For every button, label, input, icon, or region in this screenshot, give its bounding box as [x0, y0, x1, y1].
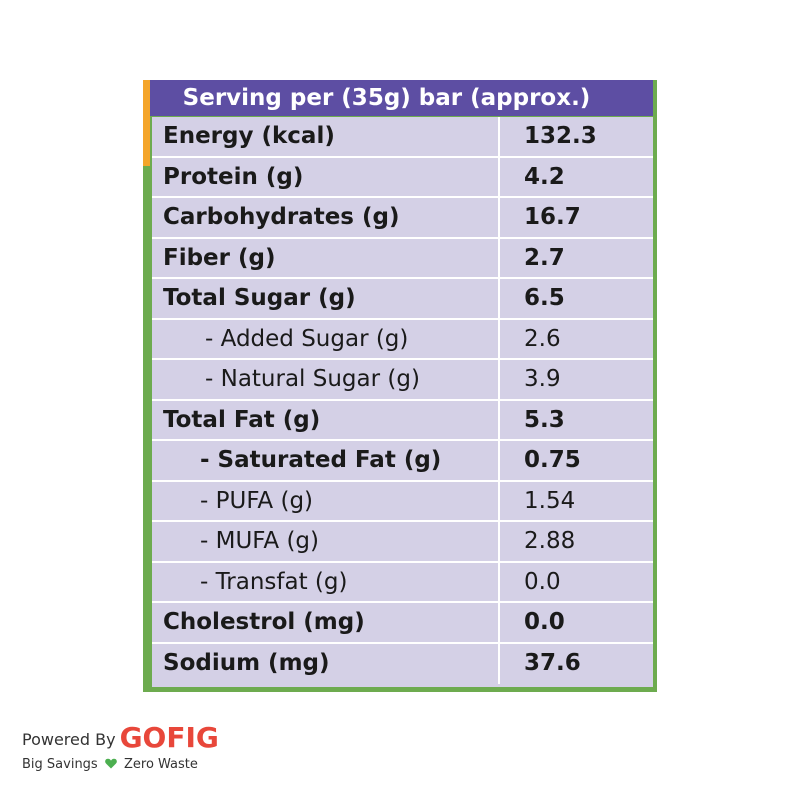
- row-value: 1.54: [524, 487, 576, 514]
- row-label: - MUFA (g): [152, 522, 500, 561]
- row-value: 6.5: [524, 285, 565, 311]
- row-value: 0.0: [524, 609, 565, 635]
- table-row: - Saturated Fat (g) 0.75: [152, 441, 653, 482]
- row-label: Total Fat (g): [152, 400, 500, 439]
- tagline-left: Big Savings: [22, 757, 98, 772]
- row-value: 2.7: [524, 244, 565, 271]
- table-header: Serving per (35g) bar (approx.): [150, 80, 653, 116]
- row-label: - Saturated Fat (g): [152, 441, 500, 480]
- table-row: - Natural Sugar (g) 3.9: [152, 360, 653, 401]
- table-row: Energy (kcal) 132.3: [152, 117, 653, 158]
- table-row: - Added Sugar (g) 2.6: [152, 319, 653, 360]
- tagline: Big Savings Zero Waste: [22, 756, 219, 774]
- row-value: 5.3: [524, 406, 565, 433]
- row-label: Energy (kcal): [152, 117, 500, 156]
- accent-stripe: [143, 80, 150, 166]
- footer: Powered By GOFIG Big Savings Zero Waste: [22, 722, 219, 774]
- table-row: - PUFA (g) 1.54: [152, 481, 653, 522]
- heart-icon: [105, 757, 117, 769]
- powered-by: Powered By GOFIG: [22, 722, 219, 756]
- table-row: Protein (g) 4.2: [152, 157, 653, 198]
- row-label: Protein (g): [152, 157, 500, 196]
- row-value: 0.75: [524, 447, 581, 473]
- row-value: 37.6: [524, 649, 581, 676]
- table-row: - Transfat (g) 0.0: [152, 562, 653, 603]
- tagline-right: Zero Waste: [123, 757, 198, 772]
- row-value: 2.6: [524, 325, 561, 352]
- row-label: - Added Sugar (g): [152, 319, 500, 358]
- row-label: Cholestrol (mg): [152, 603, 500, 642]
- row-label: Carbohydrates (g): [152, 198, 500, 237]
- nutrition-panel: Serving per (35g) bar (approx.) Energy (…: [143, 80, 657, 692]
- table-row: Total Fat (g) 5.3: [152, 400, 653, 441]
- row-label: - Transfat (g): [152, 562, 500, 601]
- row-label: Sodium (mg): [152, 643, 500, 684]
- row-value: 2.88: [524, 528, 576, 554]
- row-label: Total Sugar (g): [152, 279, 500, 318]
- row-value: 0.0: [524, 568, 561, 595]
- table-row: Sodium (mg) 37.6: [152, 643, 653, 684]
- nutrition-table: Energy (kcal) 132.3 Protein (g) 4.2 Carb…: [152, 117, 653, 687]
- brand-logo: GOFIG: [119, 721, 219, 754]
- table-row: Total Sugar (g) 6.5: [152, 279, 653, 320]
- row-value: 132.3: [524, 123, 597, 149]
- row-value: 16.7: [524, 204, 581, 230]
- row-value: 4.2: [524, 163, 565, 190]
- row-label: - PUFA (g): [152, 481, 500, 520]
- table-row: Carbohydrates (g) 16.7: [152, 198, 653, 239]
- table-row: Fiber (g) 2.7: [152, 238, 653, 279]
- row-label: Fiber (g): [152, 238, 500, 277]
- table-row: Cholestrol (mg) 0.0: [152, 603, 653, 644]
- powered-by-label: Powered By: [22, 730, 116, 749]
- row-value: 3.9: [524, 366, 561, 392]
- row-label: - Natural Sugar (g): [152, 360, 500, 399]
- table-row: - MUFA (g) 2.88: [152, 522, 653, 563]
